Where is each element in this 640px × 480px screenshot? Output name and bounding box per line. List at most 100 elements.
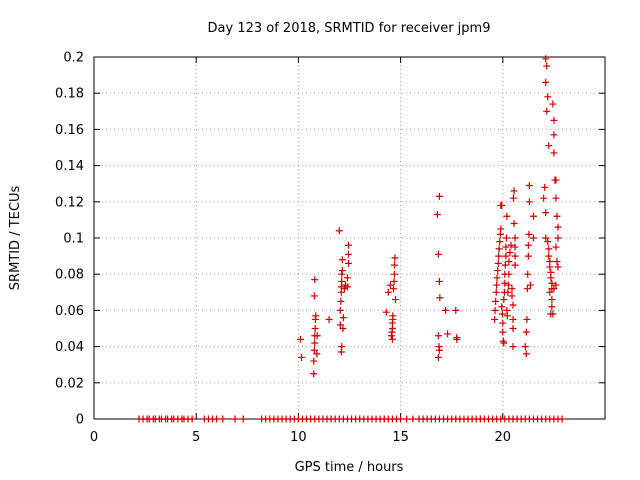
y-tick-label: 0.04 — [55, 340, 84, 355]
data-point — [496, 238, 504, 246]
y-axis-label: SRMTID / TECUs — [8, 186, 23, 291]
data-point — [390, 277, 398, 285]
data-point — [550, 116, 558, 124]
data-point — [390, 261, 398, 269]
data-point — [390, 270, 398, 278]
data-point — [339, 325, 347, 332]
data-point — [525, 230, 533, 238]
data-point — [491, 315, 499, 323]
data-point — [311, 339, 319, 347]
data-point — [343, 283, 351, 291]
data-point — [543, 62, 551, 70]
data-point — [553, 212, 561, 220]
data-point — [388, 335, 396, 343]
data-point — [500, 339, 508, 347]
data-point — [554, 234, 562, 242]
data-point — [558, 415, 566, 423]
x-axis-label: GPS time / hours — [295, 460, 404, 475]
data-point — [511, 243, 519, 251]
data-point — [337, 297, 345, 305]
data-point — [213, 415, 221, 423]
data-points — [135, 55, 566, 423]
data-point — [501, 279, 509, 287]
data-point — [545, 142, 553, 150]
y-tick-label: 0.16 — [55, 123, 84, 138]
data-point — [506, 248, 514, 256]
data-point — [239, 415, 247, 423]
data-point — [325, 315, 333, 323]
data-point — [509, 194, 517, 202]
data-point — [310, 292, 318, 300]
data-point — [344, 259, 352, 267]
data-point — [444, 330, 452, 338]
data-point — [509, 301, 517, 309]
data-point — [529, 212, 537, 220]
data-point — [503, 212, 511, 220]
data-point — [391, 296, 399, 304]
data-point — [312, 312, 320, 320]
data-point — [541, 183, 549, 191]
data-point — [552, 194, 560, 202]
data-point — [510, 187, 518, 195]
data-point — [434, 332, 442, 340]
data-point — [391, 254, 399, 262]
data-point — [552, 176, 560, 184]
data-point — [543, 107, 551, 115]
data-point — [313, 332, 321, 340]
data-point — [505, 281, 513, 289]
data-point — [498, 201, 506, 209]
data-point — [403, 415, 411, 423]
data-point — [492, 288, 500, 296]
data-point — [546, 263, 554, 271]
data-point — [544, 238, 552, 246]
data-point — [552, 281, 560, 289]
data-point — [522, 350, 530, 358]
data-point — [311, 276, 319, 284]
data-point — [336, 306, 344, 314]
data-point — [542, 209, 550, 217]
data-point — [529, 234, 537, 242]
data-point — [499, 328, 507, 336]
data-point — [505, 270, 513, 278]
data-point — [494, 267, 502, 275]
data-point — [493, 274, 501, 282]
data-point — [554, 263, 562, 271]
data-point — [452, 306, 460, 314]
x-tick-label: 0 — [90, 430, 98, 445]
data-point — [436, 294, 444, 302]
data-point — [389, 285, 397, 293]
data-point — [495, 252, 503, 260]
data-point — [524, 241, 532, 249]
data-point — [435, 192, 443, 200]
data-point — [338, 267, 346, 275]
data-point — [336, 321, 344, 329]
data-point — [525, 198, 533, 206]
data-point — [493, 281, 501, 289]
data-point — [548, 296, 556, 304]
data-point — [525, 182, 533, 190]
data-point — [503, 312, 511, 320]
data-point — [500, 296, 508, 304]
data-point — [509, 343, 517, 351]
data-point — [524, 252, 532, 260]
axis-ticks: 0 0.02 0.04 0.06 0.08 0.1 0.12 0.14 0.16 0.18 0.2 0… — [55, 51, 605, 445]
data-point — [546, 288, 554, 296]
data-point — [382, 308, 390, 316]
data-point — [384, 288, 392, 296]
data-point — [311, 325, 319, 332]
data-point — [434, 353, 442, 361]
data-point — [554, 223, 562, 231]
y-tick-label: 0.02 — [55, 376, 84, 391]
data-point — [397, 415, 405, 423]
data-point — [544, 93, 552, 101]
data-point — [526, 281, 534, 289]
data-point — [344, 250, 352, 258]
data-point — [435, 346, 443, 354]
data-point — [409, 415, 417, 423]
data-point — [542, 78, 550, 86]
y-tick-label: 0.18 — [55, 87, 84, 102]
y-tick-label: 0.1 — [63, 232, 84, 247]
data-point — [511, 252, 519, 260]
x-tick-label: 20 — [495, 430, 512, 445]
data-point — [550, 149, 558, 157]
